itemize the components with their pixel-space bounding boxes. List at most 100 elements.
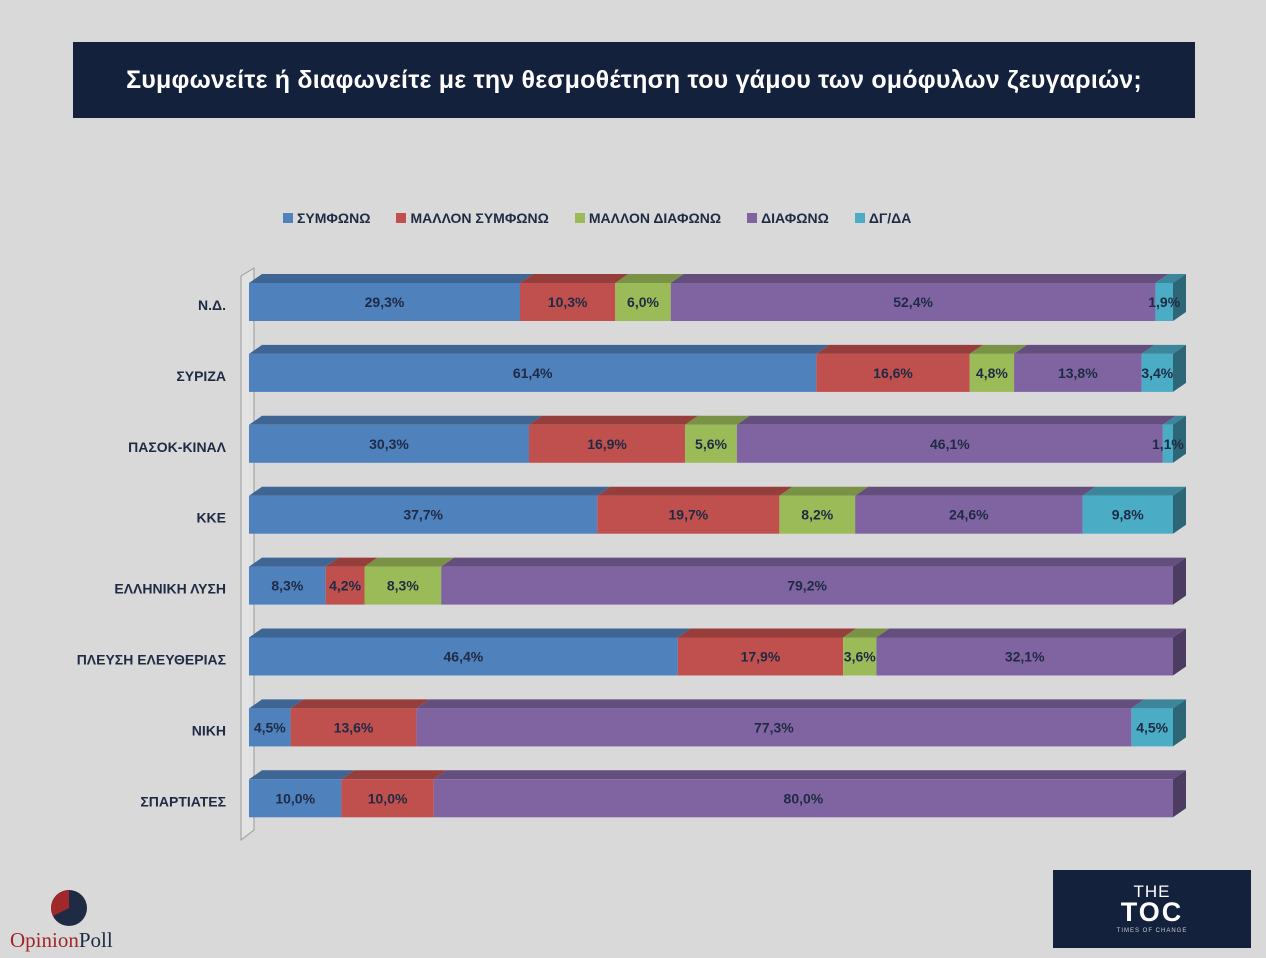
bar-segment	[597, 495, 780, 534]
bar-segment	[249, 353, 817, 392]
data-label: 10,0%	[368, 790, 408, 806]
bar-side-face	[1173, 628, 1186, 676]
bar-top-face	[441, 557, 1186, 567]
data-label: 16,9%	[587, 436, 627, 452]
bar-top-face	[969, 344, 1028, 354]
opinion-poll-logo-mark	[51, 890, 87, 926]
data-label: 8,2%	[801, 507, 833, 523]
bar-segment	[1141, 353, 1173, 392]
bar-segment	[779, 495, 856, 534]
bar-segment	[670, 283, 1156, 321]
bar-segment	[520, 283, 616, 321]
bar-top-face	[249, 274, 534, 283]
bar-side-face	[1173, 699, 1186, 747]
the-toc-logo: THE TOC TIMES OF CHANGE	[1053, 870, 1251, 948]
category-label: ΠΑΣΟΚ-ΚΙΝΑΛ	[128, 439, 227, 455]
bar-segment	[441, 566, 1173, 605]
data-label: 16,6%	[873, 365, 913, 381]
bar-top-face	[736, 415, 1176, 425]
bar-top-face	[816, 344, 983, 354]
bar-top-face	[249, 628, 691, 638]
data-label: 8,3%	[387, 578, 419, 594]
bar-segment	[1162, 424, 1173, 463]
bar-segment	[249, 637, 678, 676]
legend-swatch	[747, 213, 758, 223]
data-label: 10,3%	[548, 294, 588, 310]
data-label: 4,2%	[329, 578, 361, 594]
bar-top-face	[876, 628, 1186, 638]
bar-top-face	[249, 699, 304, 709]
chart-title: Συμφωνείτε ή διαφωνείτε με την θεσμοθέτη…	[126, 65, 1142, 94]
bar-segment	[876, 637, 1173, 676]
bar-side-face	[1173, 415, 1186, 463]
bar-segment	[855, 495, 1083, 534]
bar-top-face	[779, 486, 869, 496]
legend-label: ΜΑΛΛΟΝ ΔΙΑΦΩΝΩ	[588, 210, 722, 226]
bar-top-face	[1082, 486, 1186, 496]
data-label: 9,8%	[1112, 507, 1144, 523]
bar-segment	[1082, 495, 1173, 534]
bar-top-face	[249, 344, 830, 354]
bar-side-face	[1173, 274, 1186, 321]
legend-item: ΜΑΛΛΟΝ ΣΥΜΦΩΝΩ	[396, 210, 549, 226]
bar-top-face	[685, 415, 750, 425]
bar-segment	[528, 424, 686, 463]
chart-legend: ΣΥΜΦΩΝΩ ΜΑΛΛΟΝ ΣΥΜΦΩΝΩ ΜΑΛΛΟΝ ΔΙΑΦΩΝΩ ΔΙΑΦΩ…	[283, 208, 911, 228]
bar-segment	[341, 779, 434, 818]
bar-segment	[249, 779, 342, 818]
legend-label: ΣΥΜΦΩΝΩ	[297, 210, 371, 226]
bar-top-face	[290, 699, 430, 709]
bar-segment	[249, 566, 326, 605]
bar-top-face	[433, 770, 1186, 780]
opinion-poll-wordmark: OpinionPoll	[10, 928, 113, 953]
bar-top-face	[249, 770, 355, 780]
toc-the-text: THE	[1133, 882, 1171, 901]
bar-segment	[615, 283, 671, 321]
data-label: 13,6%	[334, 719, 374, 735]
data-label: 4,5%	[1136, 719, 1168, 735]
category-label: ΝΙΚΗ	[192, 722, 226, 738]
bar-top-face	[416, 699, 1145, 709]
data-label: 8,3%	[271, 578, 303, 594]
legend-label: ΜΑΛΛΟΝ ΣΥΜΦΩΝΩ	[410, 210, 549, 226]
bar-top-face	[1131, 699, 1186, 709]
bar-segment	[249, 424, 529, 463]
data-label: 13,8%	[1058, 365, 1098, 381]
bar-segment	[249, 708, 291, 747]
legend-item: ΔΙΑΦΩΝΩ	[747, 210, 829, 226]
toc-tagline: TIMES OF CHANGE	[1116, 928, 1188, 934]
bar-segment	[736, 424, 1163, 463]
toc-main-text: TOC	[1120, 897, 1184, 927]
bar-top-face	[1141, 344, 1186, 354]
bar-segment	[1131, 708, 1173, 747]
data-label: 79,2%	[787, 578, 827, 594]
category-label: ΠΛΕΥΣΗ ΕΛΕΥΘΕΡΙΑΣ	[77, 652, 226, 668]
data-label: 46,4%	[444, 649, 484, 665]
bar-top-face	[364, 557, 455, 567]
bar-segment	[249, 283, 521, 321]
data-label: 30,3%	[369, 436, 409, 452]
data-label: 5,6%	[695, 436, 727, 452]
title-banner: Συμφωνείτε ή διαφωνείτε με την θεσμοθέτη…	[73, 42, 1195, 118]
bar-segment	[685, 424, 737, 463]
bar-top-face	[1162, 415, 1186, 425]
bar-top-face	[1155, 274, 1186, 283]
bar-top-face	[615, 274, 684, 283]
legend-label: ΔΙΑΦΩΝΩ	[761, 210, 829, 226]
axis-wall	[240, 267, 255, 842]
bar-top-face	[249, 486, 611, 496]
data-label: 24,6%	[949, 507, 989, 523]
data-label: 1,9%	[1148, 294, 1180, 310]
data-label: 46,1%	[930, 436, 970, 452]
data-label: 3,4%	[1141, 365, 1173, 381]
data-label: 52,4%	[893, 294, 933, 310]
bar-top-face	[249, 415, 542, 425]
data-label: 1,1%	[1152, 436, 1184, 452]
bar-side-face	[1173, 557, 1186, 605]
data-label: 3,6%	[844, 649, 876, 665]
category-label: ΣΠΑΡΤΙΑΤΕΣ	[140, 793, 226, 809]
bar-segment	[416, 708, 1132, 747]
category-label: ΚΚΕ	[196, 510, 226, 526]
bar-top-face	[677, 628, 857, 638]
